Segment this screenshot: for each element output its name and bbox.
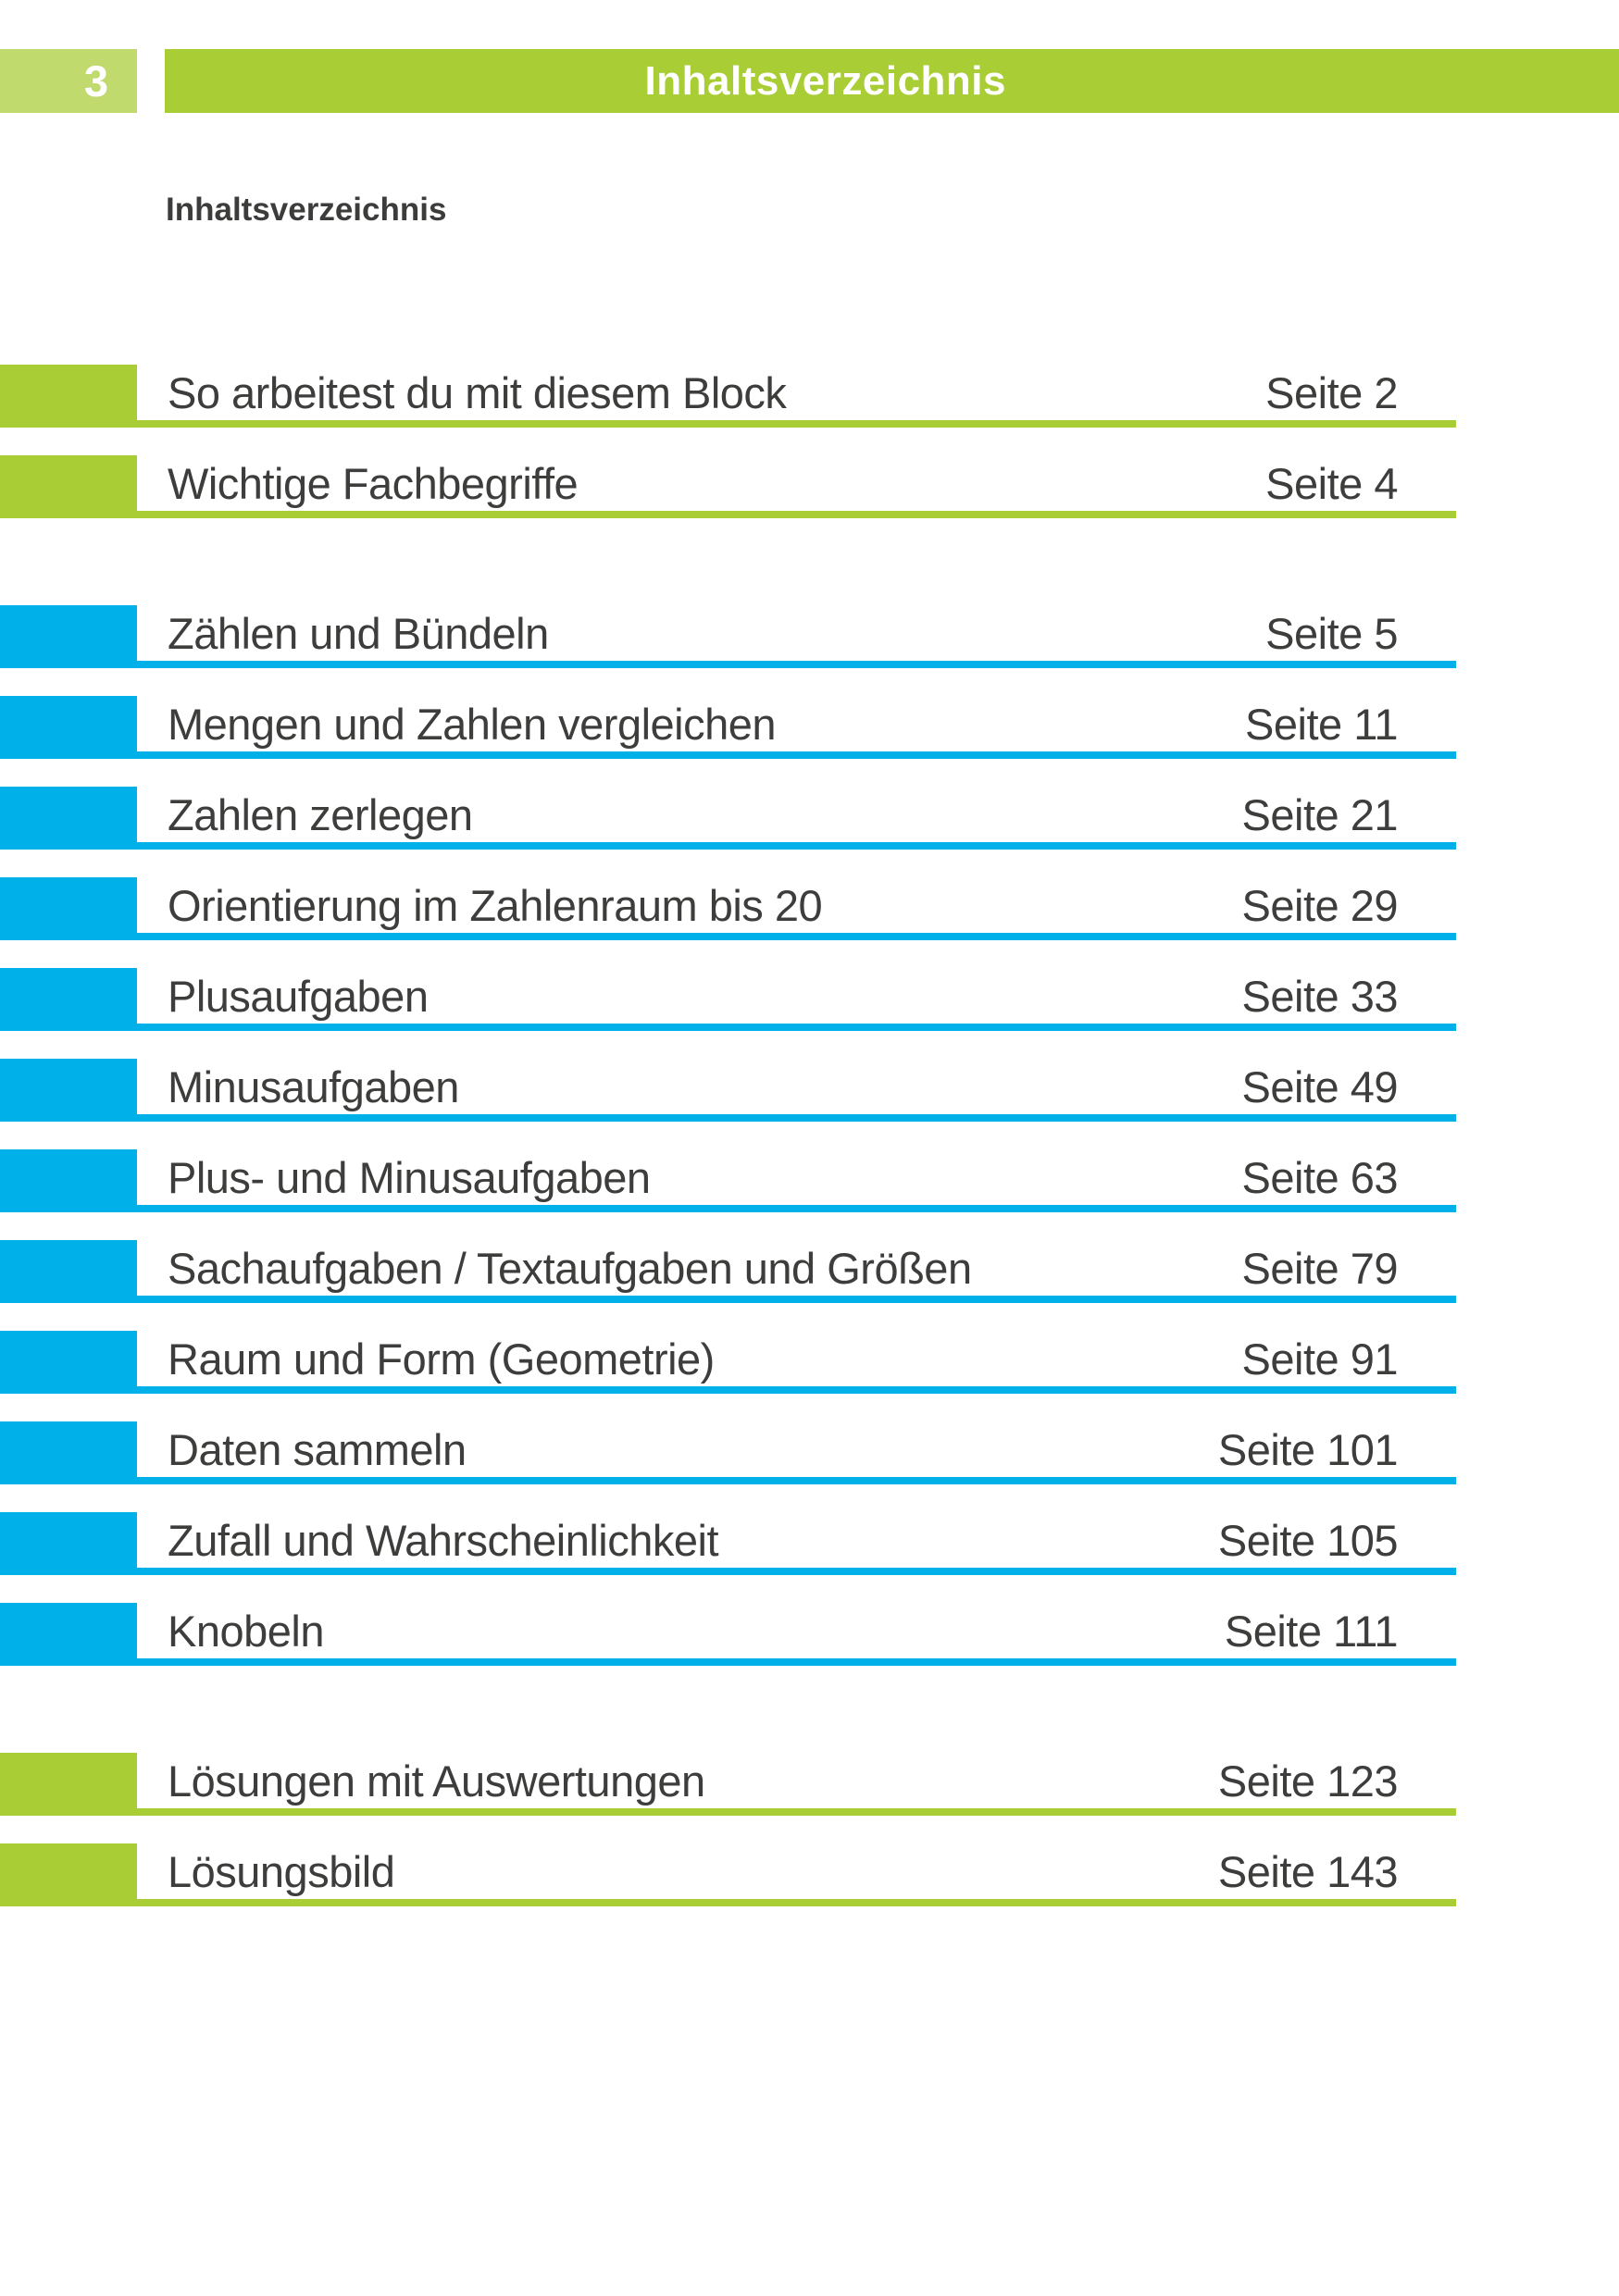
toc-row-color-block bbox=[0, 1603, 137, 1666]
toc-row-title: Sachaufgaben / Textaufgaben und Größen bbox=[168, 1243, 972, 1293]
toc-row-color-block bbox=[0, 696, 137, 759]
toc-row-color-block bbox=[0, 1240, 137, 1303]
toc-row-color-block bbox=[0, 455, 137, 518]
header-title: Inhaltsverzeichnis bbox=[644, 57, 1006, 104]
toc-row-underline bbox=[0, 1477, 1456, 1484]
toc-row-underline bbox=[0, 1296, 1456, 1303]
toc-row: Wichtige Fachbegriffe Seite 4 bbox=[0, 455, 1456, 518]
toc-row-underline bbox=[0, 420, 1456, 428]
toc-row-color-block bbox=[0, 787, 137, 850]
toc-row-underline bbox=[0, 1658, 1456, 1666]
page-number-box: 3 bbox=[0, 49, 137, 113]
toc-row-title: So arbeitest du mit diesem Block bbox=[168, 367, 787, 417]
toc-row-underline bbox=[0, 511, 1456, 518]
toc-row: Raum und Form (Geometrie) Seite 91 bbox=[0, 1331, 1456, 1394]
toc-row-page: Seite 91 bbox=[1241, 1334, 1399, 1384]
toc-row: Minusaufgaben Seite 49 bbox=[0, 1059, 1456, 1122]
toc-row: Zufall und Wahrscheinlichkeit Seite 105 bbox=[0, 1512, 1456, 1575]
toc-row: Lösungen mit Auswertungen Seite 123 bbox=[0, 1753, 1456, 1816]
toc-row-color-block bbox=[0, 365, 137, 428]
toc-row-title: Mengen und Zahlen vergleichen bbox=[168, 699, 777, 749]
toc-row-title: Plusaufgaben bbox=[168, 971, 429, 1021]
toc-row: Sachaufgaben / Textaufgaben und Größen S… bbox=[0, 1240, 1456, 1303]
toc-row-title: Daten sammeln bbox=[168, 1424, 467, 1474]
toc-row-title: Wichtige Fachbegriffe bbox=[168, 458, 579, 508]
toc-row: Daten sammeln Seite 101 bbox=[0, 1421, 1456, 1484]
toc-row-underline bbox=[0, 661, 1456, 668]
toc-row-color-block bbox=[0, 1512, 137, 1575]
toc-row: Knobeln Seite 111 bbox=[0, 1603, 1456, 1666]
toc-row-title: Zufall und Wahrscheinlichkeit bbox=[168, 1515, 719, 1565]
toc-row-page: Seite 123 bbox=[1217, 1756, 1399, 1806]
toc-row-page: Seite 111 bbox=[1224, 1606, 1399, 1656]
toc-row-page: Seite 4 bbox=[1265, 458, 1398, 508]
toc-row-underline bbox=[0, 1899, 1456, 1906]
toc-row-page: Seite 105 bbox=[1217, 1515, 1399, 1565]
toc-row-page: Seite 101 bbox=[1217, 1424, 1399, 1474]
page-heading: Inhaltsverzeichnis bbox=[166, 192, 447, 228]
toc-row-page: Seite 11 bbox=[1245, 699, 1398, 749]
toc-row-underline bbox=[0, 1205, 1456, 1212]
toc-row-underline bbox=[0, 1386, 1456, 1394]
toc-row-title: Orientierung im Zahlenraum bis 20 bbox=[168, 880, 823, 930]
toc-row: Plusaufgaben Seite 33 bbox=[0, 968, 1456, 1031]
toc-row: Zählen und Bündeln Seite 5 bbox=[0, 605, 1456, 668]
toc-row-title: Lösungen mit Auswertungen bbox=[168, 1756, 705, 1806]
toc-row-underline bbox=[0, 1808, 1456, 1816]
toc-row: Mengen und Zahlen vergleichen Seite 11 bbox=[0, 696, 1456, 759]
toc-row-underline bbox=[0, 933, 1456, 940]
toc-row-color-block bbox=[0, 1331, 137, 1394]
page-number: 3 bbox=[83, 56, 108, 105]
toc-row-page: Seite 143 bbox=[1217, 1846, 1399, 1896]
toc-row-color-block bbox=[0, 968, 137, 1031]
toc-row-title: Zählen und Bündeln bbox=[168, 608, 549, 658]
toc-row-underline bbox=[0, 842, 1456, 850]
toc-row-title: Knobeln bbox=[168, 1606, 325, 1656]
toc-row-page: Seite 79 bbox=[1241, 1243, 1399, 1293]
toc-row-color-block bbox=[0, 1421, 137, 1484]
toc-row-color-block bbox=[0, 877, 137, 940]
toc-row: Plus- und Minusaufgaben Seite 63 bbox=[0, 1149, 1456, 1212]
toc-row-underline bbox=[0, 751, 1456, 759]
toc-row-underline bbox=[0, 1114, 1456, 1122]
toc-row-title: Minusaufgaben bbox=[168, 1061, 459, 1111]
toc-row-color-block bbox=[0, 1149, 137, 1212]
toc-row-title: Lösungsbild bbox=[168, 1846, 395, 1896]
toc-row-color-block bbox=[0, 1059, 137, 1122]
toc-row: Zahlen zerlegen Seite 21 bbox=[0, 787, 1456, 850]
header-bar: Inhaltsverzeichnis bbox=[165, 49, 1619, 113]
toc-row-color-block bbox=[0, 605, 137, 668]
toc-row-underline bbox=[0, 1024, 1456, 1031]
toc-row-page: Seite 33 bbox=[1241, 971, 1399, 1021]
toc-row-color-block bbox=[0, 1843, 137, 1906]
toc-row-page: Seite 29 bbox=[1241, 880, 1399, 930]
toc-row-page: Seite 49 bbox=[1241, 1061, 1399, 1111]
toc-row-page: Seite 2 bbox=[1265, 367, 1398, 417]
toc-row-page: Seite 5 bbox=[1265, 608, 1398, 658]
toc-row-page: Seite 63 bbox=[1241, 1152, 1399, 1202]
toc-row-title: Zahlen zerlegen bbox=[168, 789, 473, 839]
toc-row-title: Raum und Form (Geometrie) bbox=[168, 1334, 715, 1384]
toc-row-color-block bbox=[0, 1753, 137, 1816]
toc-row: So arbeitest du mit diesem Block Seite 2 bbox=[0, 365, 1456, 428]
table-of-contents: So arbeitest du mit diesem Block Seite 2… bbox=[0, 365, 1456, 1934]
toc-row: Lösungsbild Seite 143 bbox=[0, 1843, 1456, 1906]
toc-row-page: Seite 21 bbox=[1241, 789, 1399, 839]
toc-row-underline bbox=[0, 1568, 1456, 1575]
toc-row: Orientierung im Zahlenraum bis 20 Seite … bbox=[0, 877, 1456, 940]
toc-row-title: Plus- und Minusaufgaben bbox=[168, 1152, 651, 1202]
